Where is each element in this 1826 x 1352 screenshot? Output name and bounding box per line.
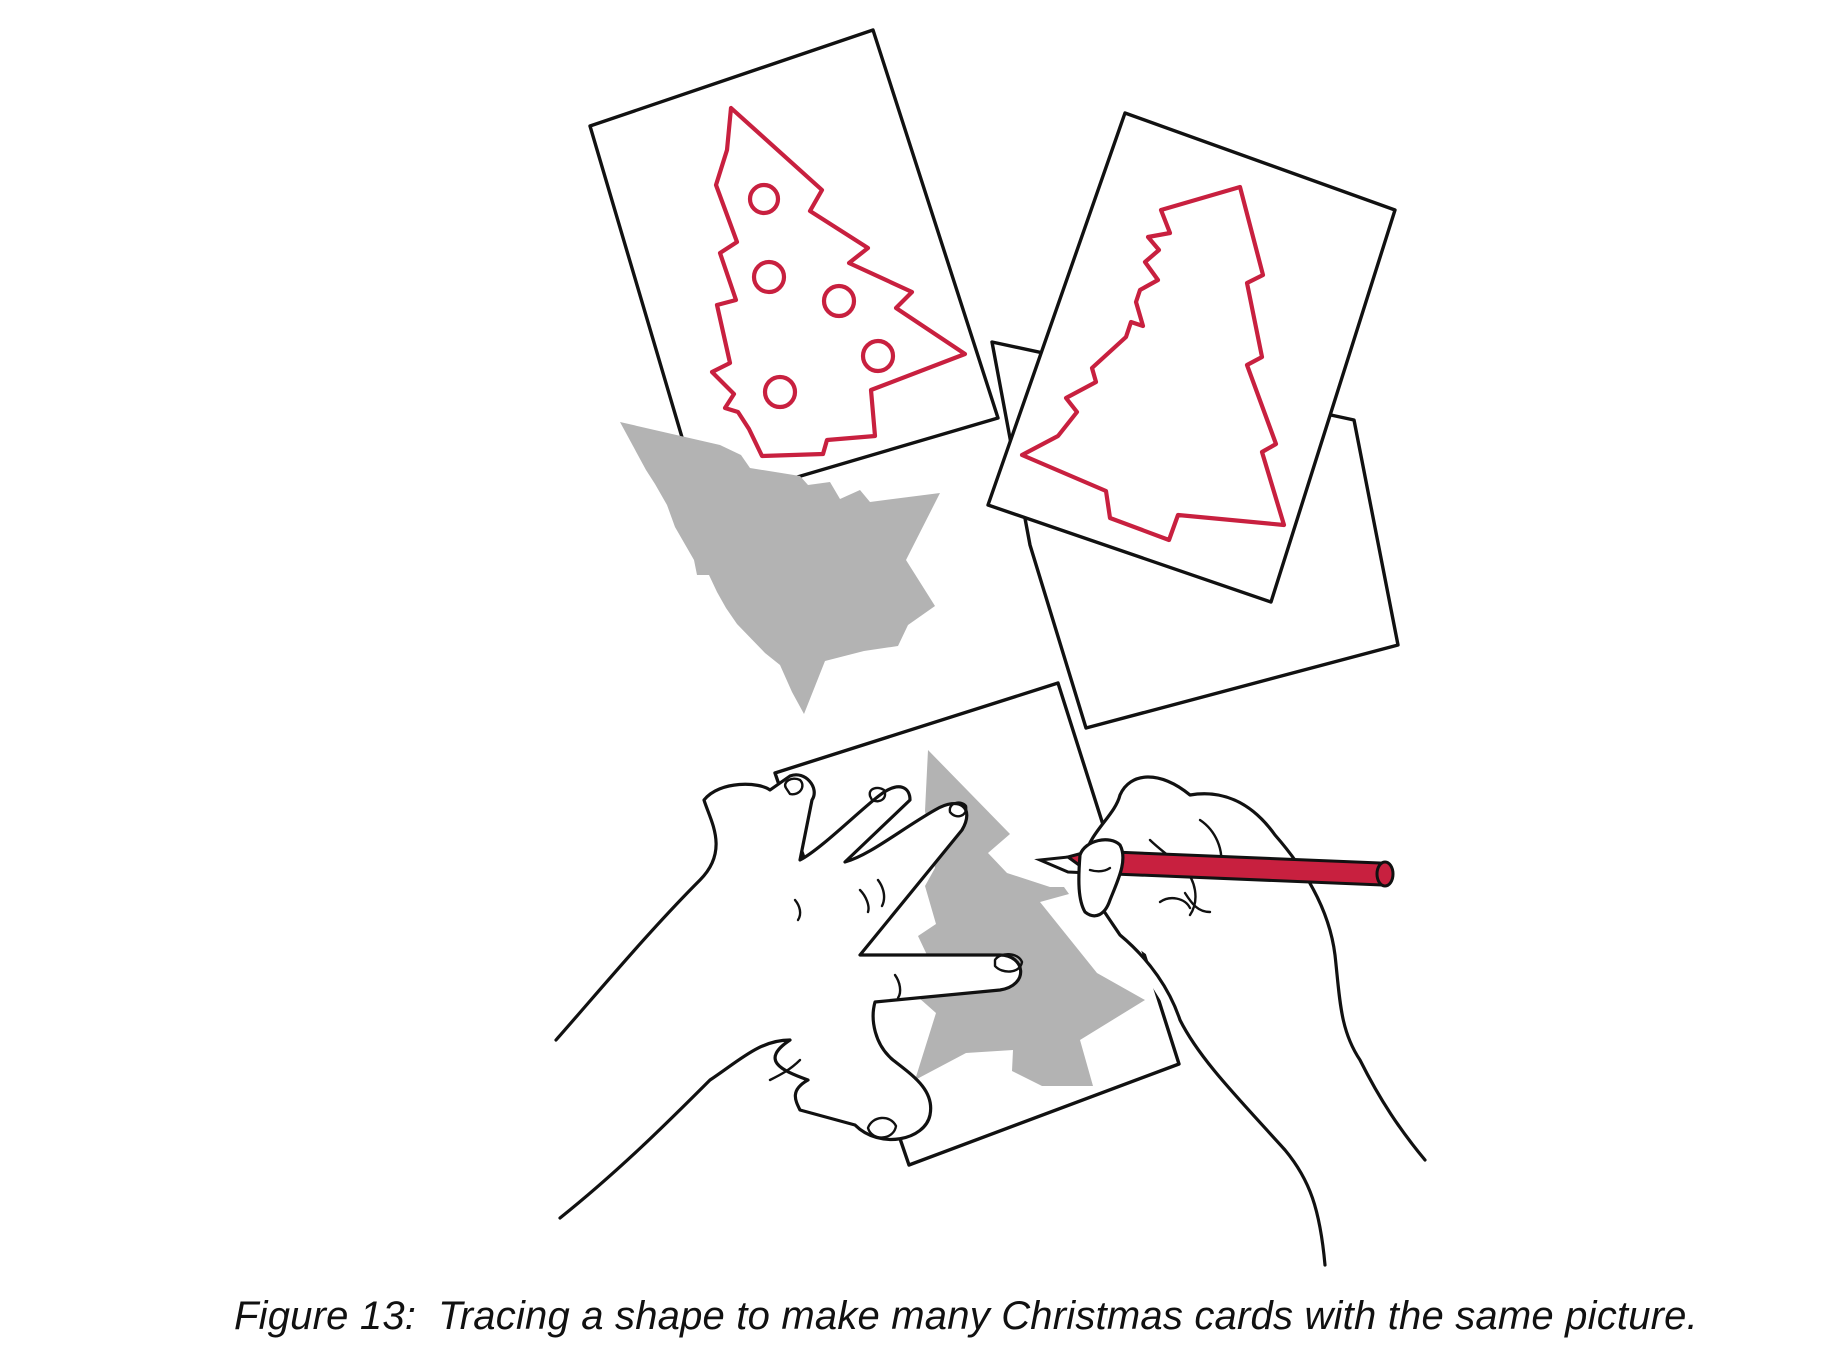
figure-label: Figure 13:	[234, 1294, 416, 1338]
figure-caption: Figure 13: Tracing a shape to make many C…	[234, 1290, 1794, 1342]
figure-caption-text: Tracing a shape to make many Christmas c…	[438, 1294, 1698, 1338]
tracing-illustration	[0, 0, 1826, 1280]
